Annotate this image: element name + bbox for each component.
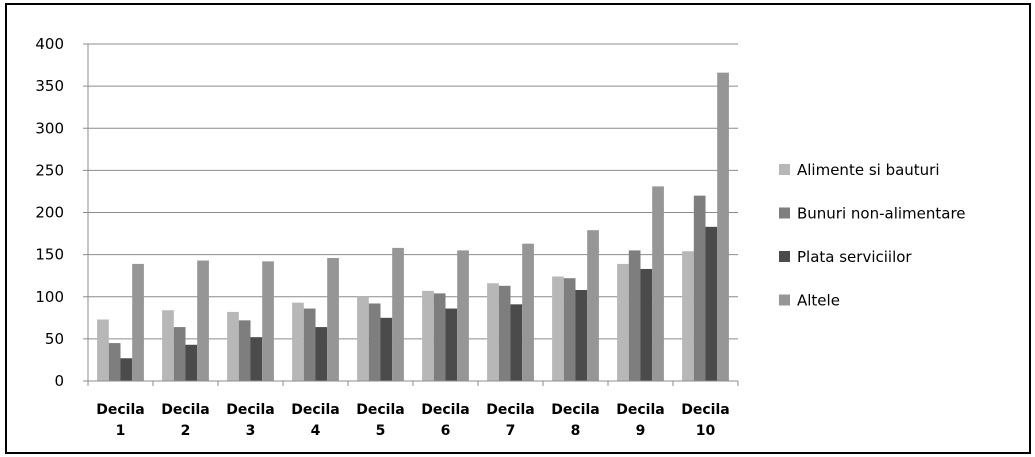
x-tick-label: Decila [486,402,534,418]
bar [108,343,121,381]
bar [628,250,641,381]
bar [162,310,174,381]
bar [292,302,304,381]
legend-swatch [779,251,790,262]
bar [717,72,729,382]
x-tick-label: 3 [246,423,256,439]
bar [262,261,274,381]
legend-label: Alimente si bauturi [797,161,940,179]
x-tick-label: Decila [161,402,209,418]
bar [173,327,186,381]
bar [433,293,446,381]
x-tick-label: Decila [616,402,664,418]
legend-label: Bunuri non-alimentare [797,205,966,223]
x-tick-label: 6 [441,423,451,439]
legend-swatch [779,164,790,175]
legend-swatch [779,294,790,306]
bar [422,290,434,381]
x-tick-label: Decila [356,402,404,418]
bar [227,311,239,381]
y-tick-label: 200 [35,204,64,222]
bar [303,308,316,381]
x-tick-label: Decila [291,402,339,418]
bar [652,186,664,381]
y-tick-label: 100 [35,288,64,306]
bar [575,290,588,381]
x-tick-label: 7 [506,423,516,439]
bar [522,243,534,381]
x-axis-ticks: Decila 1 Decila 2 Decila 3 Decila 4 Decila 5 Decil… [87,381,739,439]
x-tick-label: Decila [226,402,274,418]
x-tick-label: Decila [96,402,144,418]
bar [392,247,404,381]
x-tick-label: Decila [551,402,599,418]
x-tick-label: 4 [311,423,321,439]
bar [457,250,469,381]
y-tick-label: 50 [45,330,64,348]
bar [315,327,328,381]
bar [132,263,144,381]
y-tick-label: 300 [35,119,64,137]
bar [563,278,576,381]
bar [120,358,133,381]
y-axis-ticks: 0 50 100 150 200 250 300 350 400 [35,35,88,390]
x-tick-label: 5 [376,423,386,439]
bar [498,285,511,381]
bar [587,230,599,381]
bar [357,296,369,381]
bar [327,257,339,381]
y-tick-label: 400 [35,35,64,53]
bar [487,283,499,381]
legend-label: Plata serviciilor [797,248,912,266]
bars [97,72,729,382]
bar [693,195,706,381]
bar [682,251,694,381]
bar [705,226,718,381]
bar [97,319,109,381]
y-tick-label: 350 [35,77,64,95]
bar [552,276,564,381]
bar [197,260,209,381]
bar [617,263,629,381]
x-tick-label: 1 [116,423,126,439]
y-tick-label: 250 [35,161,64,179]
bar [185,344,198,381]
x-tick-label: Decila [681,402,729,418]
bar [640,268,653,381]
legend: Alimente si bauturi Bunuri non-alimentare… [779,161,966,310]
x-tick-label: 2 [181,423,191,439]
x-tick-label: 9 [636,423,646,439]
bar [445,308,458,381]
bar [368,303,381,381]
legend-swatch [779,207,790,219]
legend-label: Altele [797,292,840,310]
bar [250,337,263,381]
x-tick-label: 10 [696,423,716,439]
x-tick-label: 8 [571,423,581,439]
x-tick-label: Decila [421,402,469,418]
bar [380,317,393,381]
y-tick-label: 0 [54,372,64,390]
bar [238,320,251,381]
y-tick-label: 150 [35,246,64,264]
bar [510,304,523,381]
